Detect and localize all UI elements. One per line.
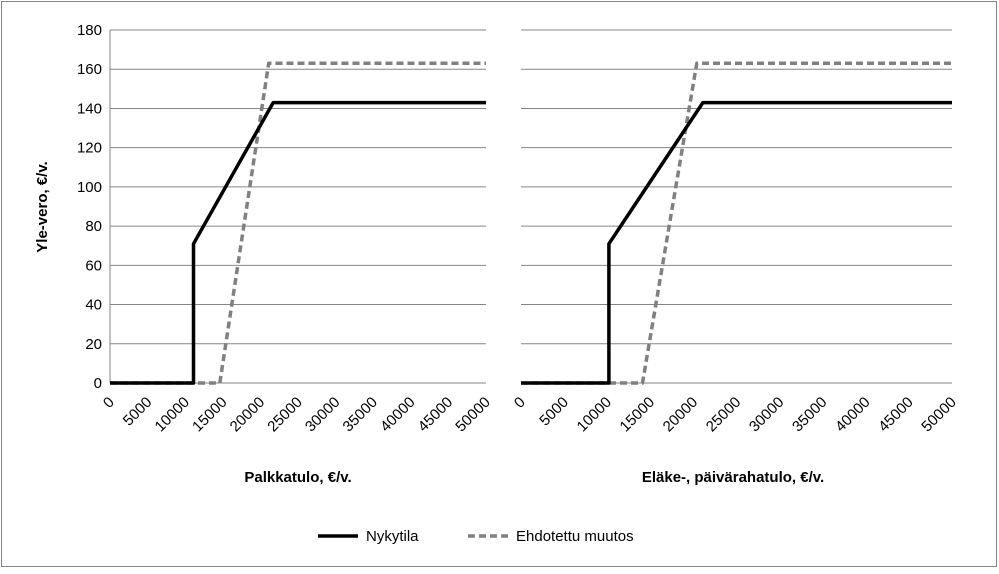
legend: Nykytila Ehdotettu muutos [318,528,634,545]
y-tick-label: 0 [94,375,102,392]
y-tick-label: 80 [85,218,102,235]
series-line-ehdotettu-muutos [110,61,486,385]
y-tick-label: 60 [85,257,102,274]
legend-label-nykytila: Nykytila [366,528,419,545]
x-axis-label-left: Palkkatulo, €/v. [244,469,351,486]
y-tick-label: 120 [77,140,102,157]
y-tick-label: 20 [85,336,102,353]
y-tick-label: 180 [77,22,102,39]
legend-label-ehdotettu: Ehdotettu muutos [516,528,634,545]
y-axis-label: Yle-vero, €/v. [34,161,51,252]
y-tick-label: 160 [77,61,102,78]
y-tick-label: 40 [85,297,102,314]
y-tick-label: 140 [77,100,102,117]
series-line-nykytila [110,100,486,385]
series-line-nykytila [521,100,952,385]
y-tick-label: 100 [77,179,102,196]
x-axis-label-right: Eläke-, päivärahatulo, €/v. [642,469,824,486]
